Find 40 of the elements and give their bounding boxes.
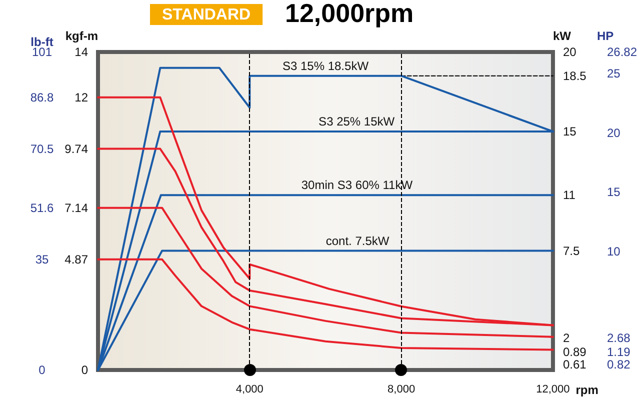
y3-tick-label: 26.82 bbox=[606, 45, 638, 59]
y2-axis-title: kW bbox=[552, 29, 572, 43]
x-tick-label: 8,000 bbox=[388, 384, 416, 396]
y2-tick-label: 20 bbox=[562, 45, 577, 59]
y3-tick-label: 15 bbox=[606, 185, 621, 200]
y-tick-label: 14 bbox=[74, 45, 88, 59]
y-tick-label: 12 bbox=[74, 90, 88, 104]
y3-axis-title: HP bbox=[596, 29, 614, 43]
y3-tick-label: 10 bbox=[606, 244, 621, 258]
y2-tick-label: 2 bbox=[562, 331, 570, 346]
chart-title: 12,000rpm bbox=[285, 0, 414, 28]
x-axis-title: rpm bbox=[576, 383, 598, 397]
text: 70.5 bbox=[30, 142, 54, 156]
y-tick-label: 4.87 bbox=[64, 252, 88, 266]
y-tick-label: 7.14 bbox=[64, 200, 88, 215]
y3-tick-label: 20 bbox=[606, 126, 621, 140]
y3-tick-label: 0.82 bbox=[606, 357, 631, 372]
y2-tick-label: 0.89 bbox=[562, 344, 587, 359]
series-label: cont. 7.5kW bbox=[326, 234, 390, 248]
y-tick-label: 9.74 bbox=[64, 142, 88, 156]
y3-tick-label: 25 bbox=[606, 66, 621, 81]
y-axis-title: kgf-m bbox=[65, 29, 98, 43]
text: 86.8 bbox=[30, 90, 54, 104]
y2-tick-label: 7.5 bbox=[562, 244, 580, 258]
y3-tick-label: 2.68 bbox=[606, 331, 631, 346]
x-tick-label: 12,000 bbox=[536, 384, 570, 396]
y3-tick-label: 1.19 bbox=[606, 344, 631, 359]
y2-tick-label: 15 bbox=[562, 124, 577, 138]
x-tick-label: 4,000 bbox=[236, 384, 264, 396]
series-label: S3 25% 15kW bbox=[318, 114, 396, 128]
y2-tick-label: 11 bbox=[562, 188, 576, 202]
chart-subtitle: STANDARD bbox=[162, 6, 251, 24]
y2-tick-label: 18.5 bbox=[562, 68, 587, 83]
text: 35 bbox=[35, 252, 49, 266]
series-label: S3 15% 18.5kW bbox=[282, 58, 370, 73]
text: 0 bbox=[38, 363, 46, 377]
y-tick-label: 0 bbox=[81, 363, 88, 377]
text: 51.6 bbox=[30, 200, 54, 215]
y2-tick-label: 0.61 bbox=[562, 357, 587, 372]
series-label: 30min S3 60% 11kW bbox=[301, 178, 414, 192]
